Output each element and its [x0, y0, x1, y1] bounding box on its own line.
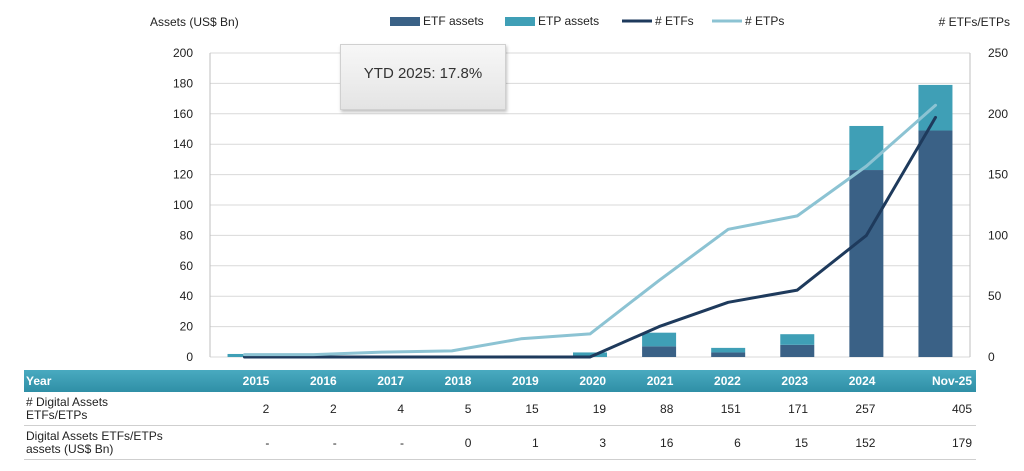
bar-etf-assets: [918, 130, 953, 357]
left-tick-label: 200: [173, 46, 193, 60]
row-label-line: # Digital Assets: [26, 394, 109, 409]
line-series: [243, 103, 937, 359]
row-label-line: ETFs/ETPs: [26, 407, 88, 422]
legend-label: # ETPs: [745, 14, 784, 28]
table-header-cell: 2017: [340, 370, 409, 392]
table-header-cell: 2023: [744, 370, 813, 392]
right-tick-label: 200: [988, 107, 1008, 121]
left-axis-label: Assets (US$ Bn): [150, 15, 239, 29]
table-cell: 2: [206, 392, 274, 426]
row-label: # Digital Assets ETFs/ETPs: [24, 392, 206, 426]
right-axis-label: # ETFs/ETPs: [939, 15, 1010, 29]
table-header-cell: 2022: [677, 370, 745, 392]
right-tick-label: 150: [988, 168, 1008, 182]
left-tick-label: 140: [173, 137, 193, 151]
legend-label: ETP assets: [538, 14, 599, 28]
table-row: # Digital Assets ETFs/ETPs 2 2 4 5 15 19 88 151 17…: [24, 392, 976, 426]
bar-etf-assets: [711, 352, 746, 357]
table-header-cell: 2019: [475, 370, 543, 392]
left-tick-label: 0: [186, 350, 193, 364]
gridlines: [209, 52, 971, 358]
left-tick-label: 80: [180, 228, 194, 242]
left-tick-label: 100: [173, 198, 193, 212]
table-cell: 1: [475, 425, 543, 460]
row-label-line: Digital Assets ETFs/ETPs: [26, 428, 163, 443]
table-header-cell: 2021: [610, 370, 678, 392]
bar-etp-assets: [918, 84, 953, 131]
table-cell: 4: [340, 392, 409, 426]
assets-chart: 0 20 40 60 80 100 120 140 160 180 200 0 50 100 150 200…: [150, 14, 1010, 364]
right-axis-ticks: 0 50 100 150 200 250: [988, 46, 1008, 364]
table-cell: 5: [408, 392, 476, 426]
table-cell: -: [206, 425, 274, 460]
table-cell: -: [340, 425, 409, 460]
bar-series: [227, 84, 953, 357]
table-cell: -: [273, 425, 341, 460]
left-tick-label: 60: [180, 259, 194, 273]
left-axis-ticks: 0 20 40 60 80 100 120 140 160 180 200: [173, 46, 193, 364]
bar-etp-assets: [642, 332, 677, 347]
table-cell: 171: [744, 392, 813, 426]
table-cell: 152: [812, 425, 880, 460]
table-header-cell: 2015: [206, 370, 274, 392]
legend-label: ETF assets: [423, 14, 484, 28]
left-tick-label: 20: [180, 320, 194, 334]
right-tick-label: 50: [988, 289, 1002, 303]
legend-swatch: [390, 17, 420, 26]
table-cell: 257: [812, 392, 880, 426]
left-tick-label: 160: [173, 107, 193, 121]
data-table: Year 2015 2016 2017 2018 2019 2020 2021 2022 2023…: [24, 370, 976, 460]
table-cell: 19: [542, 392, 611, 426]
table-header-cell: Year: [24, 370, 206, 392]
table-header-cell: 2020: [542, 370, 611, 392]
line-etps: [243, 103, 937, 357]
row-label: Digital Assets ETFs/ETPs assets (US$ Bn): [24, 425, 206, 460]
bar-etf-assets: [642, 346, 677, 357]
table-cell: 405: [879, 392, 976, 426]
table-cell: 15: [744, 425, 813, 460]
table-cell: 179: [879, 425, 976, 460]
ytd-callout: YTD 2025: 17.8%: [340, 44, 506, 110]
table-cell: 88: [610, 392, 678, 426]
right-tick-label: 0: [988, 350, 995, 364]
table-header-cell: 2024: [812, 370, 880, 392]
table-row: Digital Assets ETFs/ETPs assets (US$ Bn) -…: [24, 425, 976, 460]
legend: ETF assets ETP assets # ETFs # ETPs: [390, 14, 784, 28]
table-cell: 15: [475, 392, 543, 426]
table-cell: 2: [273, 392, 341, 426]
table-cell: 0: [408, 425, 476, 460]
legend-label: # ETFs: [655, 14, 694, 28]
table-cell: 3: [542, 425, 611, 460]
bar-etp-assets: [849, 125, 884, 171]
row-label-line: assets (US$ Bn): [26, 441, 114, 456]
table-cell: 151: [677, 392, 745, 426]
bar-etp-assets: [573, 352, 607, 357]
left-tick-label: 40: [180, 289, 194, 303]
ytd-label: YTD 2025: 17.8%: [363, 65, 483, 82]
line-etfs: [243, 115, 937, 359]
bar-etf-assets: [849, 170, 884, 357]
right-tick-label: 250: [988, 46, 1008, 60]
right-tick-label: 100: [988, 228, 1008, 242]
table-header-row: Year 2015 2016 2017 2018 2019 2020 2021 2022 2023…: [24, 370, 976, 392]
legend-swatch: [505, 17, 535, 26]
table-cell: 6: [677, 425, 745, 460]
left-tick-label: 120: [173, 168, 193, 182]
table-header-cell: 2016: [273, 370, 341, 392]
bar-etp-assets: [711, 347, 746, 353]
table-cell: 16: [610, 425, 678, 460]
bar-etf-assets: [780, 344, 815, 357]
table-header-cell: Nov-25: [879, 370, 976, 392]
left-tick-label: 180: [173, 76, 193, 90]
table-header-cell: 2018: [408, 370, 476, 392]
bar-etp-assets: [780, 334, 815, 345]
